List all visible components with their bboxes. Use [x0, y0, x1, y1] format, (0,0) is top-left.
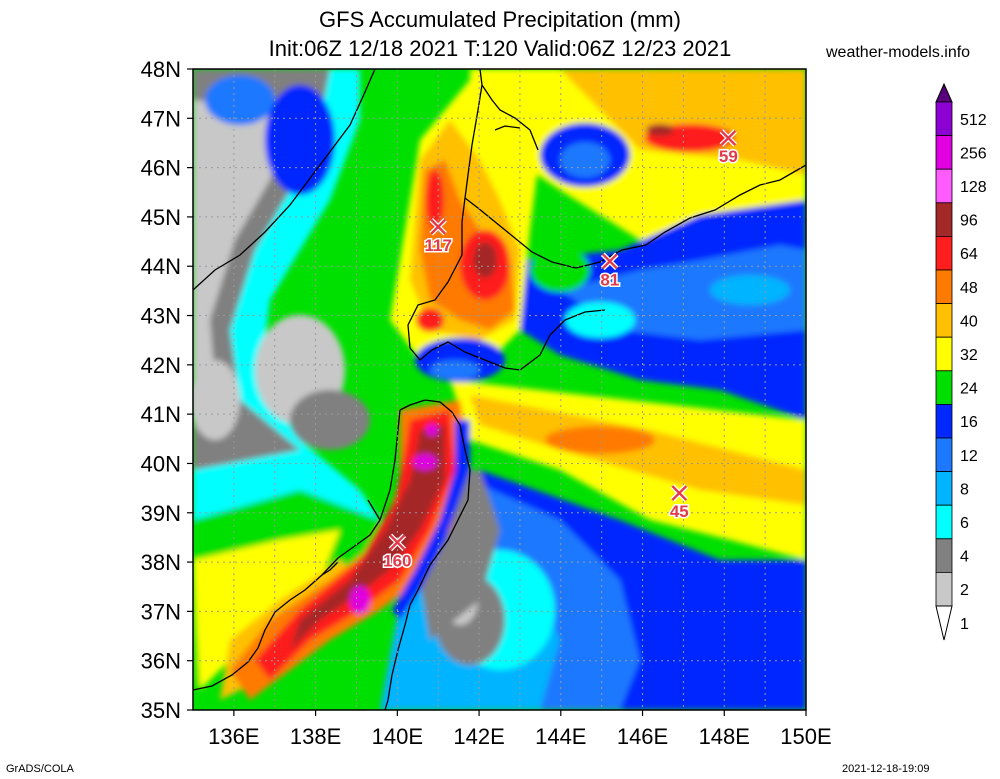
- lon-tick-label: 144E: [535, 724, 586, 749]
- lon-tick-label: 142E: [453, 724, 504, 749]
- marker-value-label: 81: [600, 270, 619, 289]
- marker-x-icon: [601, 253, 618, 270]
- lat-tick-label: 47N: [141, 106, 181, 131]
- max-marker: 160: [382, 533, 413, 572]
- colorbar-swatch: [935, 437, 953, 472]
- render-timestamp: 2021-12-18-19:09: [842, 763, 930, 775]
- colorbar-level-label: 256: [960, 145, 987, 162]
- colorbar-level-label: 96: [960, 213, 978, 230]
- colorbar-level-label: 6: [960, 515, 969, 532]
- colorbar-level-label: 24: [960, 381, 978, 398]
- colorbar-level-label: 1: [960, 616, 969, 633]
- lon-tick-label: 148E: [699, 724, 750, 749]
- colorbar-swatch: [935, 471, 953, 506]
- source-label: weather-models.info: [826, 44, 971, 61]
- chart-title: GFS Accumulated Precipitation (mm): [319, 7, 681, 32]
- lat-tick-label: 36N: [141, 649, 181, 674]
- colorbar-swatch: [935, 269, 953, 304]
- colorbar-level-label: 4: [960, 549, 969, 566]
- colorbar-level-label: 40: [960, 313, 978, 330]
- lat-tick-label: 40N: [141, 451, 181, 476]
- lat-tick-label: 48N: [141, 57, 181, 82]
- marker-x-icon: [720, 130, 737, 146]
- colorbar-level-label: 48: [960, 280, 978, 297]
- colorbar-swatch: [935, 336, 953, 372]
- lat-tick-label: 45N: [141, 205, 181, 230]
- lat-tick-label: 35N: [141, 698, 181, 723]
- max-marker: 117: [423, 218, 453, 256]
- marker-x-icon: [430, 218, 447, 235]
- colorbar-level-label: 8: [960, 481, 969, 498]
- lon-tick-label: 150E: [780, 724, 831, 749]
- lat-tick-label: 39N: [141, 501, 181, 526]
- lon-tick-label: 146E: [617, 724, 668, 749]
- marker-value-label: 59: [719, 147, 738, 166]
- marker-value-label: 160: [383, 551, 411, 570]
- colorbar-level-label: 512: [960, 112, 987, 129]
- longitude-axis: 136E 138E 140E 142E 144E 146E 148E 150E: [208, 710, 832, 749]
- colorbar-level-label: 32: [960, 347, 978, 364]
- colorbar-swatch: [935, 504, 953, 540]
- colorbar-swatch: [935, 403, 953, 439]
- lon-tick-label: 140E: [372, 724, 423, 749]
- lat-tick-label: 37N: [141, 599, 181, 624]
- lat-tick-label: 43N: [141, 304, 181, 329]
- colorbar-level-label: 64: [960, 246, 978, 263]
- marker-x-icon: [671, 485, 688, 501]
- colorbar-swatch: [935, 538, 953, 573]
- colorbar-swatch: [935, 303, 953, 338]
- colorbar-level-label: 12: [960, 448, 978, 465]
- max-markers: 117 81 59 45 160: [382, 129, 739, 572]
- colorbar-swatch: [935, 101, 953, 136]
- colorbar-top-arrow: [935, 82, 953, 103]
- colorbar-swatch: [935, 135, 953, 170]
- colorbar-level-label: 2: [960, 582, 969, 599]
- max-marker: 45: [668, 484, 690, 523]
- marker-value-label: 117: [424, 236, 451, 255]
- chart-subtitle: Init:06Z 12/18 2021 T:120 Valid:06Z 12/2…: [268, 36, 732, 61]
- lat-tick-label: 41N: [141, 402, 181, 427]
- colorbar-bottom-arrow: [935, 605, 953, 641]
- map-frame: [192, 68, 807, 711]
- colorbar-level-label: 128: [960, 179, 987, 196]
- precipitation-field: [193, 69, 806, 710]
- latitude-axis: 48N 47N 46N 45N 44N 43N 42N 41N 40N 39N 38N 37N 36N 3…: [141, 57, 193, 723]
- lat-tick-label: 38N: [141, 550, 181, 575]
- colorbar-swatch: [935, 202, 953, 237]
- lat-tick-label: 42N: [141, 353, 181, 378]
- lon-tick-label: 138E: [290, 724, 341, 749]
- colorbar-swatch: [935, 370, 953, 405]
- software-credit: GrADS/COLA: [6, 763, 74, 775]
- colorbar-swatch: [935, 572, 953, 607]
- max-marker: 59: [717, 129, 739, 168]
- marker-x-icon: [389, 534, 406, 551]
- lat-tick-label: 44N: [141, 254, 181, 279]
- marker-value-label: 45: [670, 502, 689, 521]
- lat-tick-label: 46N: [141, 156, 181, 181]
- colorbar-level-label: 16: [960, 414, 978, 431]
- lon-tick-label: 136E: [208, 724, 259, 749]
- gridlines: [193, 69, 806, 710]
- coastlines: [193, 69, 806, 710]
- colorbar-swatch: [935, 235, 953, 271]
- colorbar-swatch: [935, 168, 953, 204]
- max-marker: 81: [599, 252, 621, 291]
